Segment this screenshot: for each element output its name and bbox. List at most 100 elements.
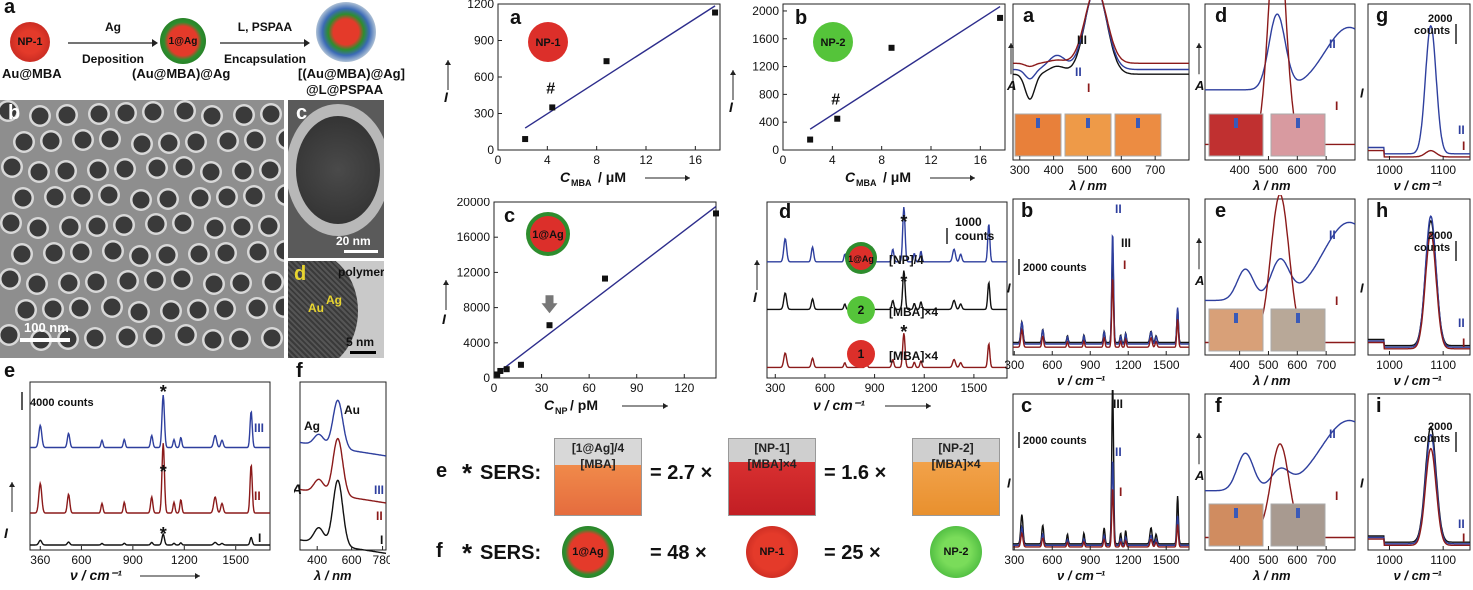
c-roman-III: III bbox=[1113, 397, 1123, 411]
sem-pore bbox=[15, 133, 33, 151]
scatter-c-point bbox=[602, 275, 608, 282]
abs-f-ylabel: A bbox=[294, 481, 302, 497]
raman-d-y-arrow-head bbox=[754, 260, 760, 265]
f-frame bbox=[1204, 393, 1356, 551]
sers-f-prefix: SERS: bbox=[480, 542, 542, 564]
sem-pore bbox=[57, 162, 75, 180]
sem-pore bbox=[235, 106, 253, 124]
raman-d-trace-label: [NP]/4 bbox=[889, 253, 924, 267]
sem-pore bbox=[205, 275, 223, 293]
scatter-panel-a: 0 300 600 900 1200 0 4 8 12 16 a NP-1 # C MBA / μM I bbox=[440, 0, 730, 195]
sem-pore bbox=[71, 299, 89, 317]
sem-scale-bar bbox=[20, 338, 70, 342]
scatter-b-chart: 0 400 800 1200 1600 2000 0 4 8 12 16 b NP-2 # C MBA / μ… bbox=[729, 3, 1006, 188]
i-scale-text2: counts bbox=[1414, 433, 1450, 445]
scatter-b-point bbox=[888, 44, 895, 51]
sem-pore bbox=[246, 131, 264, 149]
raman-e-trace-II bbox=[30, 443, 270, 514]
h-ylabel: I bbox=[1360, 281, 1364, 296]
raman-d-trace-bottom bbox=[767, 333, 1007, 369]
ag-layer-label: Ag bbox=[326, 293, 342, 307]
f-roman-II: II bbox=[1329, 427, 1336, 441]
scatter-c-xsub: NP bbox=[555, 406, 568, 416]
e-tick-label: 400 bbox=[1230, 358, 1250, 372]
h-trace bbox=[1368, 215, 1470, 348]
sem-pore bbox=[278, 131, 284, 147]
scatter-c-badge bbox=[530, 216, 566, 252]
vial-3-line2: [MBA]×4 bbox=[931, 457, 981, 471]
sem-pore bbox=[104, 242, 122, 260]
g-scale-text: 2000 bbox=[1428, 13, 1452, 25]
scatter-c-ytick-label: 0 bbox=[483, 371, 490, 385]
a-panel-label: a bbox=[1023, 5, 1035, 27]
f-tick-label: 700 bbox=[1316, 553, 1336, 567]
c-tick-label: 600 bbox=[1042, 553, 1062, 567]
encapsulation-arrow: L, PSPAA Encapsulation bbox=[220, 20, 310, 66]
raman-d-trace-mid bbox=[767, 270, 1007, 311]
scatter-c-x-arrow-head bbox=[663, 403, 668, 409]
raman-d-trace-top bbox=[767, 207, 1007, 263]
vial-1-ag: [1@Ag]/4 [MBA] bbox=[554, 438, 642, 516]
ag-particle: 1@Ag bbox=[160, 18, 206, 64]
scatter-c-point bbox=[497, 367, 504, 374]
raman-d-badge bbox=[849, 246, 873, 270]
scatter-a-point bbox=[712, 9, 719, 16]
scatter-panel-b: 0 400 800 1200 1600 2000 0 4 8 12 16 b NP-2 # C MBA / μ… bbox=[725, 0, 1015, 195]
vial-1-line2: [MBA] bbox=[580, 457, 616, 471]
sem-pore bbox=[115, 216, 133, 234]
b-roman-I: I bbox=[1123, 258, 1126, 272]
raman-d-trace-label: [MBA]×4 bbox=[889, 305, 938, 319]
sem-pore bbox=[87, 273, 105, 291]
scatter-a-xtick-label: 8 bbox=[593, 153, 600, 167]
hrtem-scale-text: 5 nm bbox=[346, 335, 375, 349]
c-tick-label: 300 bbox=[1005, 553, 1025, 567]
e-roman-I: I bbox=[1335, 294, 1338, 308]
scatter-a-ylabel: I bbox=[444, 89, 449, 105]
scatter-a-fit-line bbox=[524, 5, 716, 129]
scatter-b-label: b bbox=[795, 7, 807, 29]
raman-d-badge-label: 1 bbox=[858, 347, 865, 361]
b-tick-label: 600 bbox=[1042, 358, 1062, 372]
sers-f-particle-3-label: NP-2 bbox=[943, 546, 969, 558]
b-frame bbox=[1012, 198, 1190, 356]
raman-d-tick-label: 900 bbox=[865, 381, 885, 395]
h-trace bbox=[1368, 232, 1470, 350]
scatter-a-xunit: / μM bbox=[598, 169, 626, 185]
raman-panel-d: d 1000 counts 1@Ag [NP]/4 2 [MBA]×4 1 [MBA]×4 * * *… bbox=[725, 198, 1015, 423]
scatter-b-xtick-label: 4 bbox=[829, 153, 836, 167]
sem-pore bbox=[233, 218, 251, 236]
raman-panel-e: e III II I 4000 counts * * * 360 600 900 1200 1500 I… bbox=[0, 360, 290, 585]
d-trace bbox=[1205, 13, 1356, 91]
sers-e-ratio2: = 1.6 × bbox=[824, 462, 887, 484]
raman-e-tick-label: 1500 bbox=[222, 553, 249, 567]
scatter-a-label: a bbox=[510, 7, 522, 29]
a-roman-II: II bbox=[1075, 65, 1082, 79]
d-vial-marker bbox=[1296, 118, 1300, 128]
i-roman-I: I bbox=[1462, 531, 1465, 545]
sem-pore bbox=[88, 217, 106, 235]
scatter-a-xtick-label: 12 bbox=[639, 153, 653, 167]
scatter-b-point bbox=[997, 14, 1004, 21]
scatter-c-xtick-label: 120 bbox=[674, 381, 694, 395]
c-tick-label: 1500 bbox=[1153, 553, 1180, 567]
abs-f-tick-label: 600 bbox=[342, 553, 362, 567]
b-tick-label: 1200 bbox=[1115, 358, 1142, 372]
sem-pore bbox=[145, 327, 163, 345]
abs-f-trace-II bbox=[299, 437, 387, 504]
e-frame bbox=[1204, 198, 1356, 356]
sem-pore bbox=[175, 158, 193, 176]
sem-pore bbox=[204, 331, 222, 349]
au-peak-label: Au bbox=[344, 403, 360, 417]
d-tick-label: 500 bbox=[1258, 163, 1278, 177]
raman-d-badge bbox=[847, 340, 875, 368]
scatter-c-label: c bbox=[504, 205, 515, 227]
np1-particle-label: NP-1 bbox=[17, 36, 43, 48]
right-panel-g: g II I 1000 1100 ν / cm⁻¹ I 2000 counts bbox=[1358, 0, 1473, 195]
sem-pore bbox=[60, 274, 78, 292]
a-trace bbox=[1012, 0, 1189, 80]
